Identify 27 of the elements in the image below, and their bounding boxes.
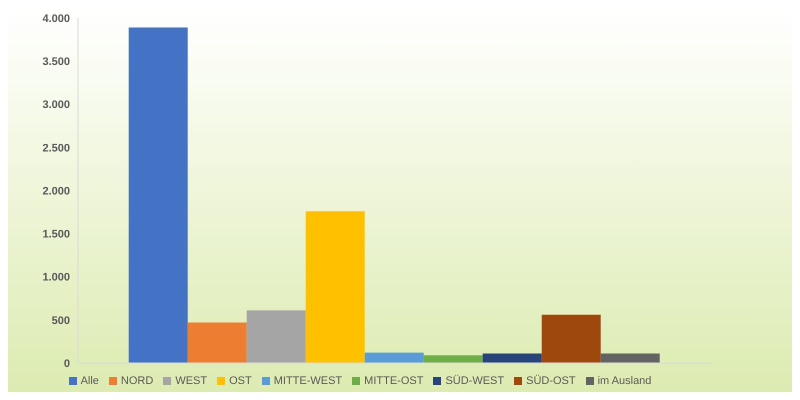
y-tick-label: 2.000: [42, 185, 70, 198]
y-tick-label: 4.000: [42, 12, 70, 25]
legend-label: NORD: [120, 375, 154, 387]
legend-label: SÜD-WEST: [445, 375, 504, 387]
y-tick-label: 500: [52, 314, 70, 327]
legend-label: MITTE-WEST: [274, 375, 342, 387]
bar: [482, 354, 542, 363]
bar: [364, 352, 424, 363]
legend-label: im Ausland: [598, 375, 652, 387]
bar: [246, 310, 306, 363]
bar: [600, 354, 660, 363]
y-tick-label: 3.500: [42, 56, 70, 68]
y-tick-label: 1.000: [42, 272, 70, 284]
legend-label: WEST: [175, 375, 208, 387]
bar: [542, 314, 601, 363]
y-tick-label: 2.500: [42, 142, 70, 154]
legend-label: MITTE-OST: [364, 375, 424, 387]
bar: [424, 355, 483, 363]
y-tick-label: 0: [64, 358, 70, 370]
y-tick-label: 3.000: [42, 99, 70, 112]
legend-label: Alle: [80, 375, 99, 387]
legend-label: SÜD-OST: [526, 375, 576, 387]
bar: [188, 322, 247, 363]
y-tick-label: 1.500: [42, 228, 70, 241]
bar: [128, 27, 188, 363]
legend-label: OST: [229, 375, 252, 387]
bar: [306, 211, 365, 363]
